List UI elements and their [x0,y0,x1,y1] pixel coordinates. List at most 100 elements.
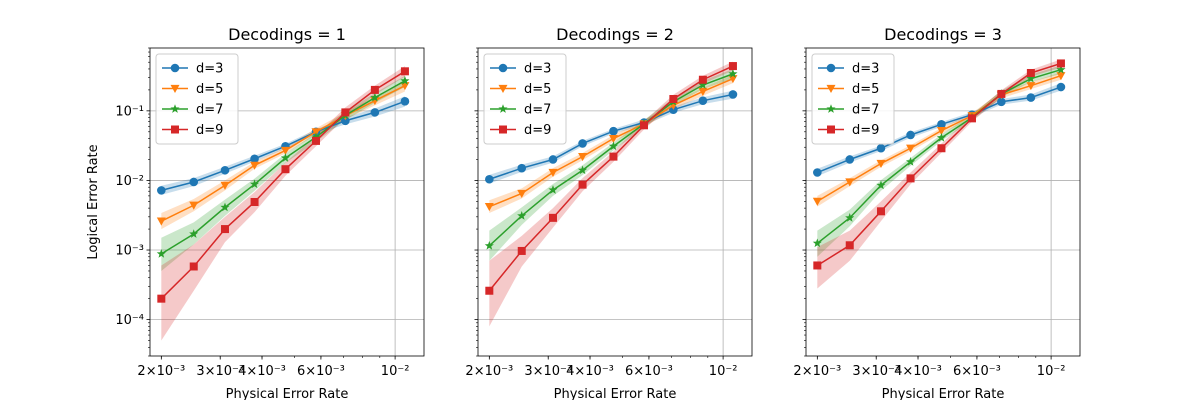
y-axis [802,47,806,357]
legend-marker-d=9 [171,125,179,134]
x-tick-label: 6×10⁻³ [953,364,1001,379]
legend-marker-d=3 [498,63,508,73]
data-point-d=3 [728,90,738,99]
data-point-d=9 [220,225,229,234]
y-tick-label: 10⁻² [115,174,144,189]
data-point-d=5 [845,178,855,187]
data-point-d=7 [484,241,494,250]
legend-label-d=9: d=9 [196,123,223,138]
x-tick-label: 3×10⁻³ [852,364,900,379]
data-point-d=9 [400,67,409,76]
data-point-d=3 [370,108,380,117]
legend-box [483,53,567,145]
data-point-d=5 [220,181,230,190]
axes-frame [149,47,425,357]
y-tick-label: 10⁻⁴ [115,313,144,328]
data-point-d=7 [250,179,260,189]
data-point-d=7 [1026,73,1036,83]
data-point-d=9 [311,136,320,145]
data-point-d=9 [728,62,737,71]
data-point-d=7 [517,211,527,220]
legend-marker-d=7 [826,104,836,113]
data-point-d=7 [156,249,166,258]
data-point-d=9 [639,121,648,130]
data-point-d=3 [517,163,527,173]
data-point-d=3 [1056,82,1066,92]
plot-area [484,61,738,327]
data-point-d=5 [548,168,558,178]
data-point-d=9 [813,261,822,270]
data-point-d=3 [845,155,855,164]
data-point-d=5 [812,197,822,206]
data-point-d=9 [669,94,678,103]
data-point-d=3 [485,174,494,184]
axes-frame [477,47,753,357]
data-point-d=5 [484,203,494,212]
data-point-d=9 [517,246,526,255]
x-tick-label: 3×10⁻³ [524,364,572,379]
data-point-d=9 [967,114,976,123]
data-point-d=5 [517,189,527,198]
data-point-d=7 [370,92,380,102]
data-point-d=3 [997,97,1006,107]
x-tick-label: 6×10⁻³ [297,364,345,379]
data-point-d=7 [698,80,708,89]
confidence-band-d=5 [817,72,1061,207]
data-point-d=7 [845,213,855,222]
x-axis: 2×10⁻³ 3×10⁻³4×10⁻³ 6×10⁻³ 10⁻² [465,356,737,379]
data-point-d=9 [281,165,290,174]
x-tick-label: 6×10⁻³ [625,364,673,379]
data-point-d=7 [220,202,230,212]
data-point-d=7 [906,157,916,166]
data-point-d=5 [1026,82,1036,91]
data-point-d=7 [608,141,618,151]
legend-label-d=7: d=7 [852,103,879,118]
legend-label-d=7: d=7 [196,103,223,118]
data-point-d=7 [578,165,588,175]
data-point-d=9 [937,144,946,153]
legend-marker-d=5 [498,84,508,93]
legend-marker-d=3 [170,63,180,73]
x-tick-label: 2×10⁻³ [137,364,185,379]
data-point-d=3 [813,168,822,177]
data-point-d=5 [311,128,321,137]
data-point-d=9 [578,180,587,189]
data-point-d=3 [876,143,886,153]
x-axis: 2×10⁻³ 3×10⁻³4×10⁻³ 6×10⁻³ 10⁻² [793,356,1065,379]
data-point-d=9 [485,286,494,295]
axes-frame [805,47,1081,357]
legend-box [155,53,239,145]
data-point-d=7 [812,238,822,248]
data-point-d=7 [400,76,410,85]
data-point-d=5 [698,87,708,96]
data-point-d=9 [189,262,198,271]
y-axis [474,47,478,357]
data-point-d=9 [609,152,618,161]
data-point-d=5 [1056,72,1066,81]
data-point-d=5 [280,146,290,155]
confidence-band-d=9 [817,59,1061,289]
x-tick-label: 4×10⁻³ [238,364,286,379]
data-point-d=7 [548,185,558,194]
data-point-d=3 [189,177,199,187]
data-point-d=3 [578,139,587,148]
data-point-d=3 [698,96,708,105]
x-tick-label: 10⁻² [381,364,410,379]
data-point-d=9 [548,213,557,222]
plot-area [812,59,1066,289]
legend-marker-d=7 [498,104,508,113]
legend-label-d=9: d=9 [852,123,879,138]
legend-marker-d=9 [827,125,835,134]
chart-title: Decodings = 2 [556,25,674,44]
data-point-d=3 [400,97,410,106]
data-point-d=5 [906,144,916,153]
x-tick-label: 3×10⁻³ [196,364,244,379]
x-axis-label: Physical Error Rate [226,387,349,400]
data-point-d=7 [311,132,321,141]
data-point-d=5 [936,127,946,136]
chart-title: Decodings = 3 [884,25,1002,44]
legend-label-d=5: d=5 [524,82,551,97]
y-axis: 10⁻⁴ 10⁻³ 10⁻² 10⁻¹ [115,47,150,357]
x-axis-label: Physical Error Rate [554,387,677,400]
legend-label-d=5: d=5 [196,82,223,97]
